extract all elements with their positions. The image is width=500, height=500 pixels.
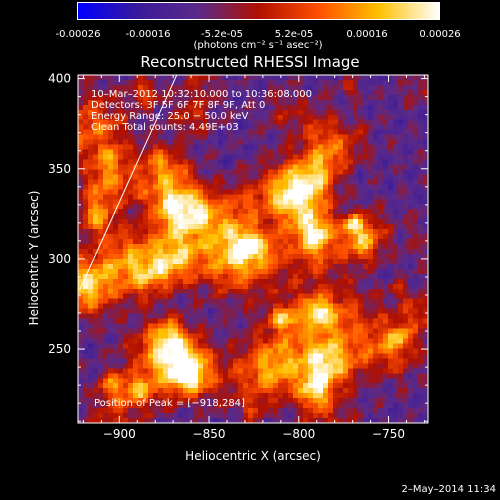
y-tick-label: 350 [48, 162, 71, 176]
x-tick-label: −750 [372, 427, 405, 441]
x-tick-label: −850 [193, 427, 226, 441]
x-tick-label: −800 [282, 427, 315, 441]
x-axis-label: Heliocentric X (arcsec) [185, 449, 321, 463]
annotation-peak-position: Position of Peak = [−918,284] [94, 398, 245, 409]
colorbar [77, 2, 440, 20]
annotation-energy: Energy Range: 25.0 − 50.0 keV [91, 111, 249, 122]
colorbar-tick-label: 5.2e-05 [274, 29, 314, 40]
annotation-detectors: Detectors: 3F 5F 6F 7F 8F 9F, Att 0 [91, 100, 266, 111]
y-axis-label: Heliocentric Y (arcsec) [27, 190, 41, 326]
y-tick-label: 300 [48, 252, 71, 266]
y-tick-label: 250 [48, 342, 71, 356]
footer-date: 2–May–2014 11:34 [401, 484, 496, 495]
annotation-time-range: 10–Mar–2012 10:32:10.000 to 10:36:08.000 [91, 89, 312, 100]
colorbar-units: (photons cm⁻² s⁻¹ asec⁻²) [193, 40, 323, 51]
y-tick-label: 400 [48, 72, 71, 86]
colorbar-tick-label: -0.00016 [125, 29, 171, 40]
colorbar-tick-label: 0.00026 [419, 29, 461, 40]
chart-title: Reconstructed RHESSI Image [140, 53, 360, 71]
annotation-clean: Clean Total counts: 4.49E+03 [91, 122, 239, 133]
colorbar-tick-label: -0.00026 [55, 29, 101, 40]
colorbar-tick-label: 0.00016 [346, 29, 388, 40]
x-tick-label: −900 [103, 427, 136, 441]
colorbar-tick-label: -5.2e-05 [201, 29, 243, 40]
